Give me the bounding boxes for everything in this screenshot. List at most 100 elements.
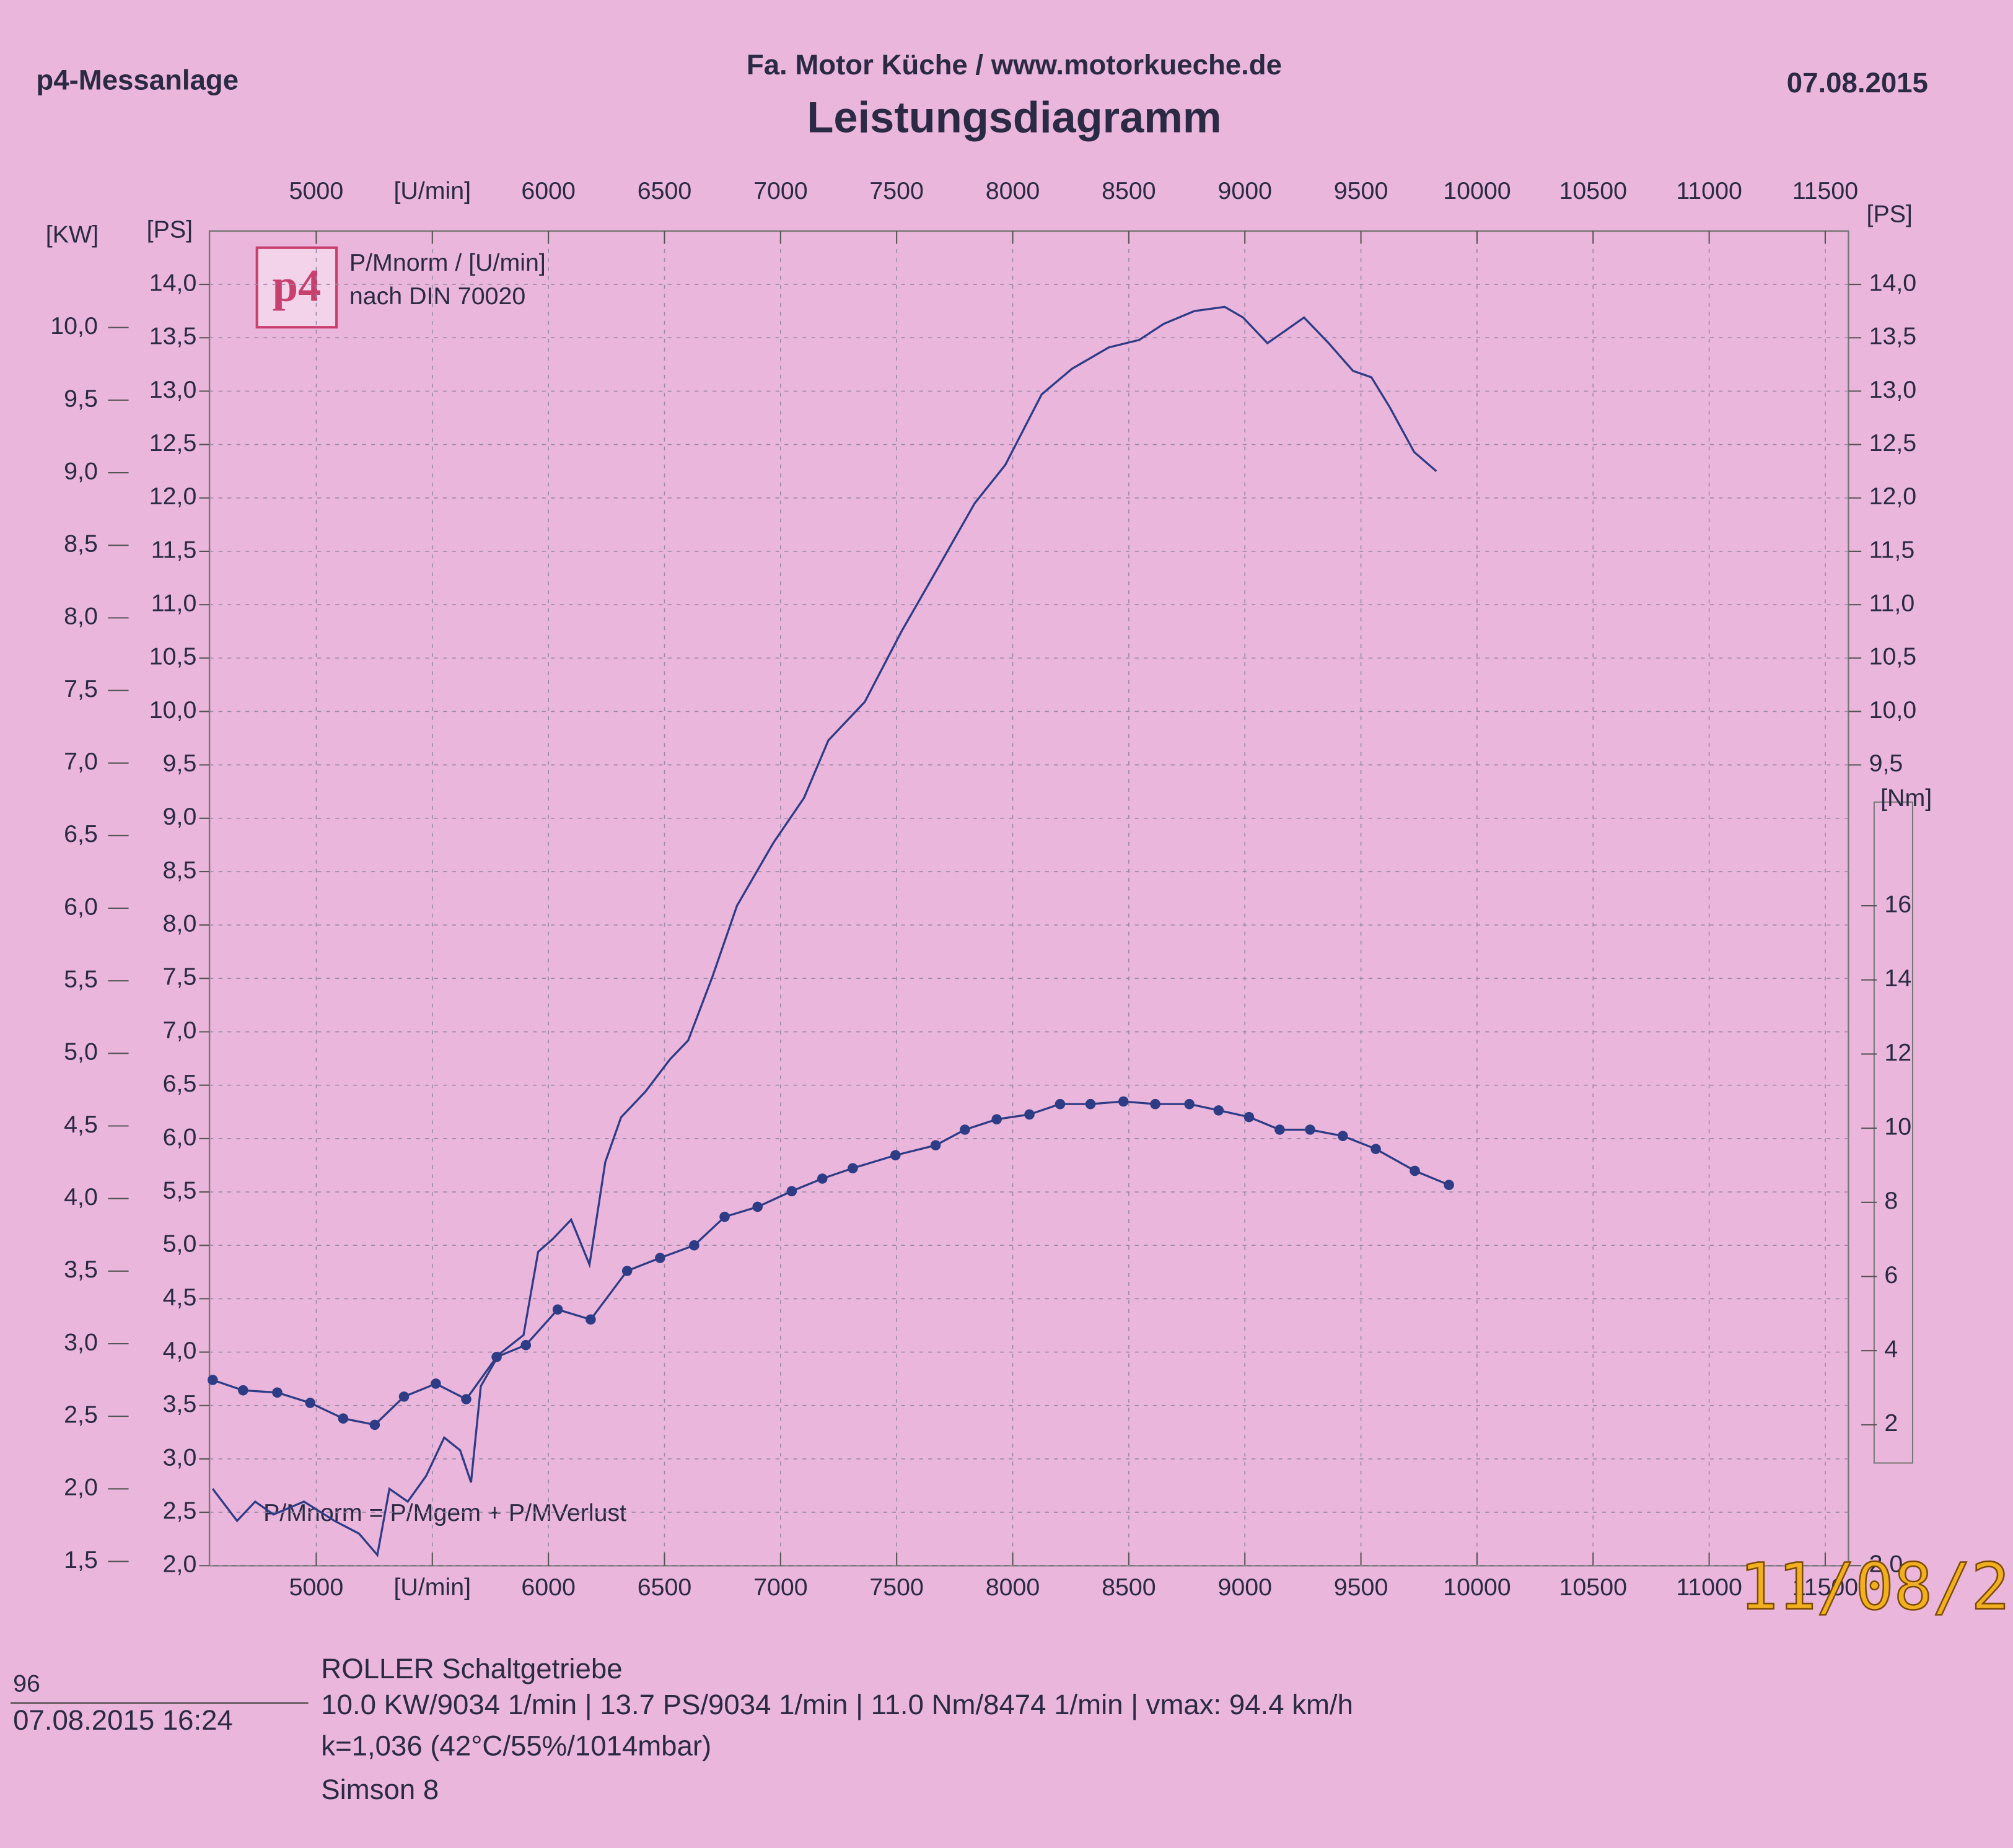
kw-tick-label: 6,0 xyxy=(64,893,98,920)
y-right-tick-label: 13,0 xyxy=(1869,376,1917,403)
series-marker xyxy=(1085,1098,1096,1110)
y-right-tick-label: 11,0 xyxy=(1869,589,1915,616)
test-number: 96 xyxy=(13,1670,40,1697)
header-left: p4-Messanlage xyxy=(36,64,239,96)
y2-tick-label: 8 xyxy=(1884,1187,1898,1214)
summary: 10.0 KW/9034 1/min | 13.7 PS/9034 1/min … xyxy=(321,1689,1353,1720)
x-tick-label-top: 8000 xyxy=(986,177,1040,204)
kw-tick-label: 9,0 xyxy=(64,457,98,484)
kw-tick-label: 2,0 xyxy=(64,1474,98,1501)
y-tick-label: 13,0 xyxy=(149,376,197,403)
kw-tick-label: 2,5 xyxy=(64,1401,98,1429)
series-marker xyxy=(621,1266,633,1276)
y2-tick-label: 2 xyxy=(1884,1409,1898,1437)
x-tick-label: 8500 xyxy=(1102,1574,1156,1601)
series-marker xyxy=(1055,1098,1066,1110)
series-marker xyxy=(848,1163,858,1174)
y-right-tick-label: 10,0 xyxy=(1869,696,1917,724)
series-marker xyxy=(208,1375,218,1385)
y-tick-label: 3,5 xyxy=(163,1390,197,1417)
y-right-tick-label: 11,5 xyxy=(1869,536,1915,563)
nm-axis-box xyxy=(1873,801,1914,1464)
series-marker xyxy=(585,1314,596,1325)
kw-tick-label: 4,5 xyxy=(64,1111,98,1138)
series-marker xyxy=(272,1387,283,1398)
x-tick-label: 8000 xyxy=(986,1574,1040,1601)
series-marker xyxy=(1024,1109,1035,1120)
x-tick-label: 7500 xyxy=(869,1574,924,1601)
timestamp: 07.08.2015 16:24 xyxy=(13,1704,233,1736)
series-marker xyxy=(520,1339,532,1351)
logo: p4 xyxy=(273,260,322,311)
y-tick-label: 9,5 xyxy=(163,750,197,777)
series-marker xyxy=(491,1352,502,1362)
x-tick-label-top: 5000 xyxy=(289,177,344,204)
y-tick-label: 4,5 xyxy=(163,1284,197,1311)
y-tick-label: 10,5 xyxy=(149,643,197,670)
series-marker xyxy=(369,1419,380,1430)
customer: Simson 8 xyxy=(321,1774,439,1805)
kw-tick-label: 7,0 xyxy=(64,748,98,775)
kw-tick-label: 3,5 xyxy=(64,1256,98,1283)
y-tick-label: 3,0 xyxy=(163,1443,197,1471)
series-marker xyxy=(461,1394,471,1404)
kw-tick-label: 3,0 xyxy=(64,1328,98,1355)
legend-subtitle: nach DIN 70020 xyxy=(349,282,525,310)
y-axis-label: [PS] xyxy=(147,216,193,243)
series-marker xyxy=(1213,1105,1224,1116)
series-marker xyxy=(960,1124,970,1135)
y-right-tick-label: 14,0 xyxy=(1869,269,1917,296)
x-tick-label-top: 8500 xyxy=(1102,177,1156,204)
series-marker xyxy=(1118,1096,1129,1107)
series-marker xyxy=(1274,1124,1285,1135)
y-tick-label: 4,0 xyxy=(163,1337,197,1364)
y-right-tick-label: 12,0 xyxy=(1869,483,1917,510)
y-tick-label: 8,0 xyxy=(163,910,197,937)
x-tick-label-top: 7500 xyxy=(869,177,924,204)
y2-tick-label: 12 xyxy=(1884,1039,1911,1066)
conditions: k=1,036 (42°C/55%/1014mbar) xyxy=(321,1730,711,1761)
x-tick-label-top: 9000 xyxy=(1217,177,1272,204)
y-tick-label: 12,0 xyxy=(149,483,197,510)
y-tick-label: 6,5 xyxy=(163,1070,197,1097)
kw-tick-label: 10,0 xyxy=(50,312,98,339)
series-marker xyxy=(1371,1144,1381,1154)
photo-stamp: 11/08/20 xyxy=(1739,1550,2013,1624)
y2-tick-label: 14 xyxy=(1884,965,1911,992)
y-tick-label: 11,5 xyxy=(151,536,197,563)
series-marker xyxy=(1410,1165,1420,1176)
series-marker xyxy=(689,1240,700,1251)
series-marker xyxy=(305,1398,315,1408)
x-tick-label-top: 6000 xyxy=(521,177,576,204)
kw-tick-label: 8,0 xyxy=(64,603,98,630)
series-marker xyxy=(398,1391,410,1402)
series-marker xyxy=(431,1378,441,1389)
series-marker xyxy=(817,1173,828,1184)
y-tick-label: 5,0 xyxy=(163,1230,197,1258)
series-marker xyxy=(1338,1131,1348,1141)
x-tick-label: 10000 xyxy=(1443,1574,1511,1601)
series-marker xyxy=(1150,1098,1160,1110)
y2-tick-label: 4 xyxy=(1884,1336,1898,1363)
kw-tick-label: 6,5 xyxy=(64,820,98,847)
y-right-tick-label: 9,5 xyxy=(1869,750,1903,777)
y2-tick-label: 10 xyxy=(1884,1113,1911,1140)
kw-tick-label: 8,5 xyxy=(64,530,98,558)
y2-tick-label: 16 xyxy=(1884,890,1911,917)
y-right-tick-label: 10,5 xyxy=(1869,643,1917,670)
x-tick-label: 10500 xyxy=(1559,1574,1627,1601)
y-tick-label: 5,5 xyxy=(163,1176,197,1204)
series-marker xyxy=(655,1253,665,1263)
x-tick-label-top: [U/min] xyxy=(393,177,471,204)
series-marker xyxy=(1243,1111,1255,1123)
x-tick-label: [U/min] xyxy=(393,1574,471,1601)
y-tick-label: 2,0 xyxy=(163,1551,197,1578)
x-tick-label: 7000 xyxy=(753,1574,808,1601)
series-marker xyxy=(930,1140,941,1150)
y-right-tick-label: 12,5 xyxy=(1869,429,1917,457)
kw-axis-label: [KW] xyxy=(46,221,99,248)
y-tick-label: 14,0 xyxy=(149,269,197,296)
y-tick-label: 2,5 xyxy=(163,1497,197,1524)
kw-tick-label: 7,5 xyxy=(64,675,98,703)
